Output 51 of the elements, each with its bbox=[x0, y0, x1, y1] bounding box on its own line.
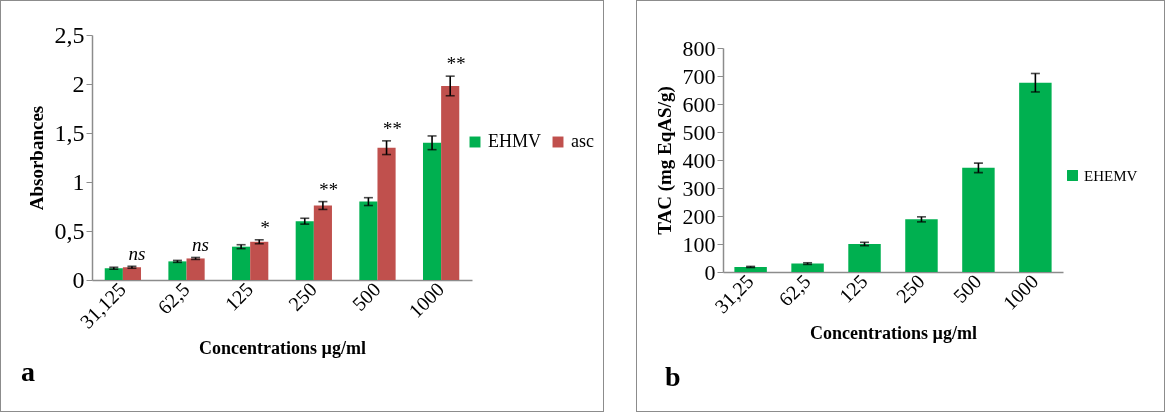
y-tick-label: 1,5 bbox=[54, 119, 85, 146]
bar bbox=[441, 85, 460, 280]
y-tick-label: 0 bbox=[704, 259, 716, 285]
bar bbox=[848, 244, 881, 272]
y-tick-label: 2 bbox=[72, 70, 85, 97]
x-tick-label: 250 bbox=[891, 270, 929, 307]
bar bbox=[168, 261, 187, 280]
legend-label: asc bbox=[571, 131, 594, 151]
x-tick-label: 62,5 bbox=[153, 278, 194, 319]
y-tick-label: 100 bbox=[682, 231, 716, 257]
x-tick-label: 500 bbox=[347, 278, 385, 315]
x-tick-label: 250 bbox=[284, 278, 321, 315]
bar bbox=[1019, 82, 1052, 272]
x-tick-label: 125 bbox=[220, 278, 258, 315]
legend-label: EHMV bbox=[488, 131, 541, 151]
legend-label: EHEMV bbox=[1084, 167, 1138, 184]
annotation: * bbox=[259, 216, 270, 238]
text: b bbox=[665, 361, 681, 393]
bar bbox=[104, 268, 123, 280]
x-tick-label: 500 bbox=[948, 270, 986, 307]
x-axis-title: Concentrations µg/ml bbox=[199, 338, 366, 359]
y-tick-label: 300 bbox=[682, 175, 716, 201]
annotation: ** bbox=[445, 53, 466, 75]
text: a bbox=[21, 356, 35, 388]
x-axis-title: Concentrations µg/ml bbox=[810, 323, 977, 344]
bar bbox=[377, 147, 396, 280]
y-tick-label: 200 bbox=[682, 203, 716, 229]
bar bbox=[791, 263, 824, 272]
x-tick-label: 62,5 bbox=[774, 270, 815, 311]
y-axis-title: Absorbances bbox=[25, 105, 47, 211]
y-axis-title: TAC (mg EqAS/g) bbox=[653, 86, 676, 235]
y-tick-label: 700 bbox=[682, 63, 716, 89]
y-tick-label: 800 bbox=[682, 35, 716, 61]
annotation: ns bbox=[128, 243, 146, 265]
bar bbox=[186, 258, 205, 280]
y-tick-label: 600 bbox=[682, 91, 716, 117]
annotation: ** bbox=[318, 178, 338, 200]
y-tick-label: 1 bbox=[72, 168, 85, 195]
y-tick-label: 0,5 bbox=[54, 217, 85, 244]
x-tick-label: 125 bbox=[834, 270, 872, 307]
annotation: ns bbox=[192, 234, 209, 256]
bar bbox=[734, 266, 767, 272]
bar bbox=[250, 241, 269, 280]
bar bbox=[422, 142, 442, 280]
bar bbox=[962, 167, 995, 272]
bar bbox=[905, 219, 938, 272]
bar bbox=[122, 267, 142, 280]
y-tick-label: 500 bbox=[682, 119, 716, 145]
y-tick-label: 400 bbox=[682, 147, 716, 173]
annotation: ** bbox=[381, 117, 402, 139]
y-tick-label: 2,5 bbox=[54, 21, 85, 48]
